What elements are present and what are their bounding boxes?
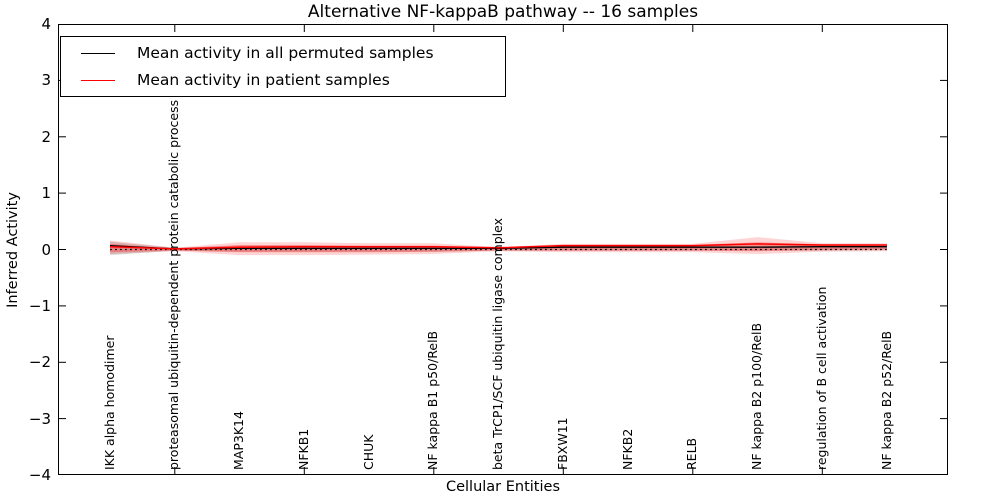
y-tick-label: 1 — [41, 184, 51, 203]
legend-label: Mean activity in all permuted samples — [137, 44, 434, 62]
legend-entry-patient: Mean activity in patient samples — [73, 71, 493, 89]
x-axis-label: Cellular Entities — [445, 479, 561, 495]
y-tick-label: −3 — [28, 409, 51, 428]
y-tick-label: 0 — [41, 240, 51, 259]
chart-canvas — [58, 24, 948, 475]
x-category-label: IKK alpha homodimer — [101, 335, 117, 471]
x-category-label: FBXW11 — [554, 417, 570, 470]
x-category-label: NF kappa B1 p50/RelB — [425, 330, 441, 470]
x-category-label: NFKB2 — [619, 428, 635, 470]
chart-title: Alternative NF-kappaB pathway -- 16 samp… — [307, 2, 699, 22]
x-category-label: CHUK — [360, 434, 376, 470]
y-tick-label: 2 — [41, 127, 51, 146]
patient-std-band-outer — [110, 237, 887, 256]
x-category-label: regulation of B cell activation — [813, 286, 829, 470]
patient-line-swatch — [81, 79, 115, 81]
y-tick-label: −2 — [28, 353, 51, 372]
x-category-label: NF kappa B2 p100/RelB — [749, 322, 764, 470]
patient-std-band-inner — [110, 242, 887, 253]
x-category-label: MAP3K14 — [231, 411, 246, 470]
y-tick-label: −4 — [28, 466, 51, 484]
x-category-label: NFKB1 — [295, 428, 311, 470]
legend-label: Mean activity in patient samples — [137, 71, 390, 89]
y-tick-label: 3 — [41, 71, 51, 90]
plot-area — [58, 24, 948, 475]
patient-mean-line — [109, 243, 887, 250]
permuted-line-swatch — [81, 52, 115, 54]
y-tick-label: 4 — [41, 15, 51, 33]
legend-entry-permuted: Mean activity in all permuted samples — [73, 44, 493, 62]
legend-box: Mean activity in all permuted samples Me… — [60, 36, 506, 97]
axes-frame — [58, 24, 948, 475]
x-category-label: NF kappa B2 p52/RelB — [878, 330, 894, 470]
x-category-label: beta TrCP1/SCF ubiquitin ligase complex — [490, 218, 505, 470]
y-tick-label: −1 — [28, 296, 51, 315]
x-category-label: RELB — [684, 437, 700, 470]
x-category-label: proteasomal ubiquitin-dependent protein … — [166, 99, 182, 470]
